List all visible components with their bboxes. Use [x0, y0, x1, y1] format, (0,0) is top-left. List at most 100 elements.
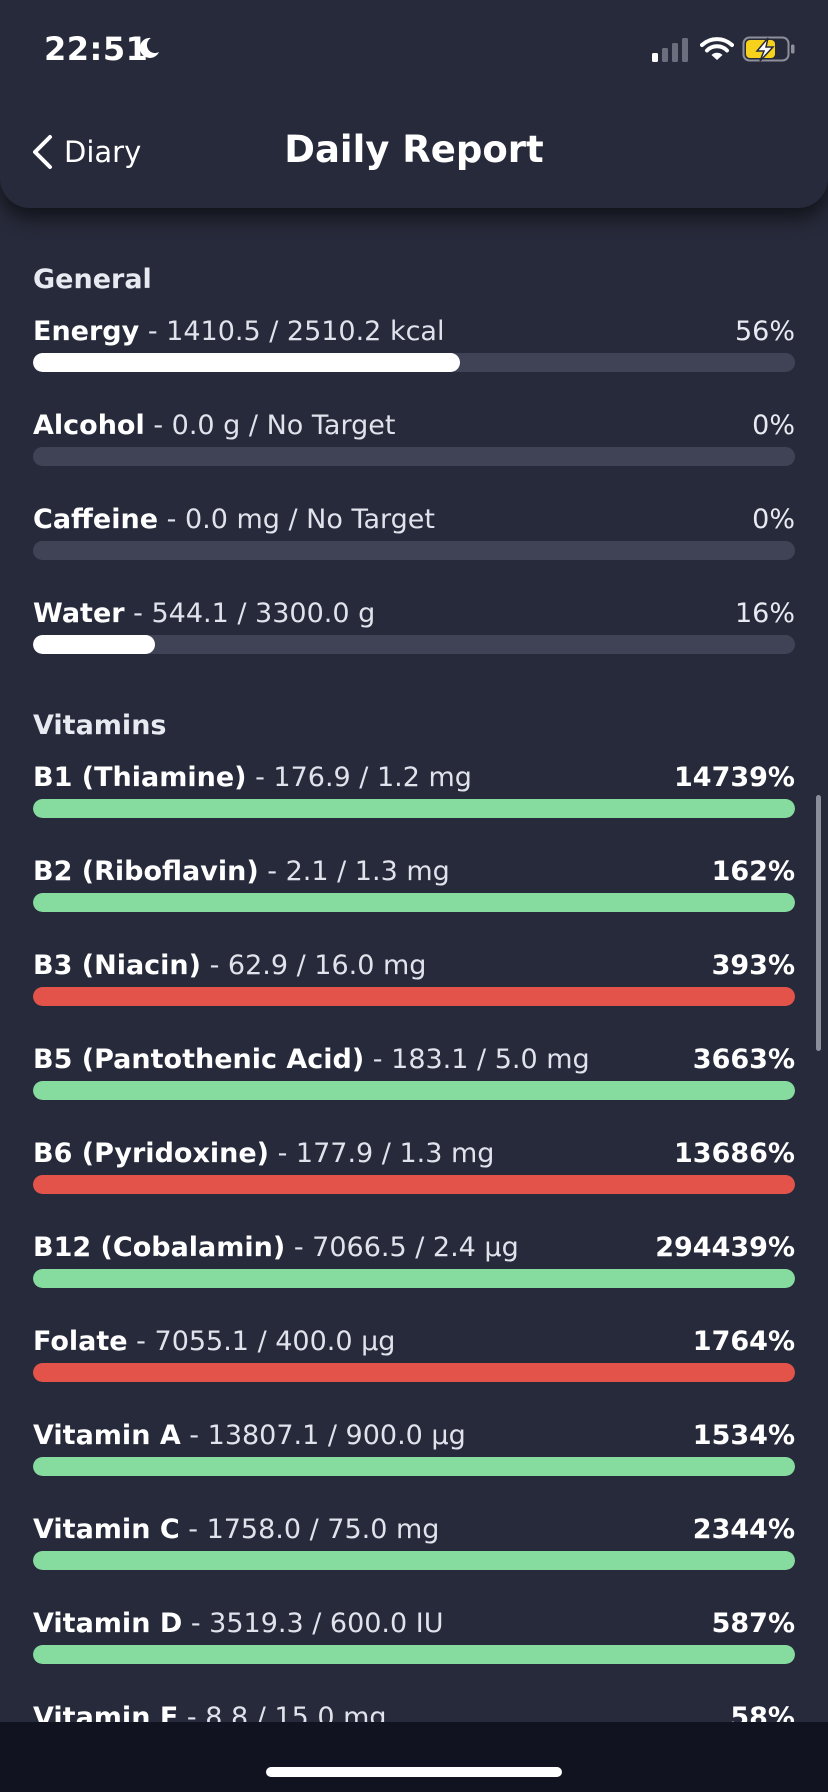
nutrient-percent: 294439%: [655, 1232, 795, 1263]
nutrient-row[interactable]: B6 (Pyridoxine) - 177.9 / 1.3 mg 13686%: [33, 1138, 795, 1208]
nutrient-row[interactable]: Vitamin C - 1758.0 / 75.0 mg 2344%: [33, 1514, 795, 1584]
progress-bar-fill: [33, 1269, 795, 1288]
progress-bar-fill: [33, 1363, 795, 1382]
nutrient-label: Folate - 7055.1 / 400.0 µg: [33, 1326, 395, 1357]
nutrient-label: B2 (Riboflavin) - 2.1 / 1.3 mg: [33, 856, 450, 887]
nutrient-amount: 3519.3 / 600.0 IU: [209, 1608, 444, 1639]
nutrient-row[interactable]: Vitamin A - 13807.1 / 900.0 µg 1534%: [33, 1420, 795, 1490]
battery-charging-icon: [742, 36, 795, 62]
nutrient-name: Vitamin E: [33, 1702, 179, 1722]
label-separator: -: [180, 1420, 208, 1451]
nutrient-label: Energy - 1410.5 / 2510.2 kcal: [33, 316, 444, 347]
nutrient-amount: 176.9 / 1.2 mg: [273, 762, 472, 793]
nutrient-row[interactable]: B5 (Pantothenic Acid) - 183.1 / 5.0 mg 36…: [33, 1044, 795, 1114]
nutrient-name: Caffeine: [33, 504, 159, 535]
nutrient-row[interactable]: Folate - 7055.1 / 400.0 µg 1764%: [33, 1326, 795, 1396]
progress-bar-fill: [33, 353, 460, 372]
nutrient-row[interactable]: Energy - 1410.5 / 2510.2 kcal 56%: [33, 316, 795, 386]
nutrient-row[interactable]: B1 (Thiamine) - 176.9 / 1.2 mg 14739%: [33, 762, 795, 832]
progress-bar-fill: [33, 893, 795, 912]
nutrient-label: Vitamin C - 1758.0 / 75.0 mg: [33, 1514, 439, 1545]
nutrient-percent: 0%: [752, 504, 795, 535]
progress-bar-track: [33, 1363, 795, 1382]
nutrient-percent: 14739%: [674, 762, 795, 793]
section-title: Vitamins: [33, 710, 167, 741]
nutrient-amount: 8.8 / 15.0 mg: [205, 1702, 387, 1722]
nutrient-row[interactable]: B12 (Cobalamin) - 7066.5 / 2.4 µg 294439%: [33, 1232, 795, 1302]
nutrient-row[interactable]: Vitamin D - 3519.3 / 600.0 IU 587%: [33, 1608, 795, 1678]
progress-bar-track: [33, 799, 795, 818]
nutrient-amount: 183.1 / 5.0 mg: [391, 1044, 590, 1075]
nutrient-percent: 58%: [730, 1702, 795, 1722]
nutrient-percent: 16%: [734, 598, 795, 629]
nutrient-percent: 13686%: [674, 1138, 795, 1169]
cellular-signal-icon: [652, 38, 688, 62]
progress-bar-track: [33, 1269, 795, 1288]
back-button[interactable]: Diary: [30, 130, 141, 174]
label-separator: -: [258, 856, 286, 887]
nutrient-percent: 0%: [752, 410, 795, 441]
status-time: 22:51: [44, 30, 149, 68]
scroll-indicator[interactable]: [816, 795, 821, 1051]
home-indicator[interactable]: [266, 1767, 562, 1777]
nutrient-percent: 393%: [711, 950, 795, 981]
label-separator: -: [364, 1044, 392, 1075]
home-indicator-area: [0, 1722, 828, 1792]
progress-bar-fill: [33, 799, 795, 818]
nutrient-name: B12 (Cobalamin): [33, 1232, 286, 1263]
progress-bar-fill: [33, 987, 795, 1006]
progress-bar-fill: [33, 635, 155, 654]
nutrient-amount: 177.9 / 1.3 mg: [295, 1138, 495, 1169]
nutrient-label: B12 (Cobalamin) - 7066.5 / 2.4 µg: [33, 1232, 519, 1263]
label-separator: -: [179, 1514, 207, 1545]
nutrient-row[interactable]: Caffeine - 0.0 mg / No Target 0%: [33, 504, 795, 574]
progress-bar-track: [33, 447, 795, 466]
progress-bar-fill: [33, 1645, 795, 1664]
nutrient-amount: 7066.5 / 2.4 µg: [312, 1232, 519, 1263]
nutrient-row[interactable]: Alcohol - 0.0 g / No Target 0%: [33, 410, 795, 480]
nutrient-label: B5 (Pantothenic Acid) - 183.1 / 5.0 mg: [33, 1044, 590, 1075]
nav-header: 22:51 Diary Daily Report: [0, 0, 828, 208]
nutrient-label: Vitamin A - 13807.1 / 900.0 µg: [33, 1420, 466, 1451]
nutrient-percent: 162%: [711, 856, 795, 887]
nutrient-name: B1 (Thiamine): [33, 762, 247, 793]
section-title: General: [33, 264, 152, 295]
nutrient-label: B3 (Niacin) - 62.9 / 16.0 mg: [33, 950, 426, 981]
nutrient-row[interactable]: B2 (Riboflavin) - 2.1 / 1.3 mg 162%: [33, 856, 795, 926]
nutrient-name: Vitamin A: [33, 1420, 181, 1451]
report-scroll-area[interactable]: General Energy - 1410.5 / 2510.2 kcal 56% A…: [0, 0, 828, 1722]
nutrient-row[interactable]: Vitamin E - 8.8 / 15.0 mg 58%: [33, 1702, 795, 1722]
label-separator: -: [139, 316, 167, 347]
progress-bar-track: [33, 1081, 795, 1100]
nutrient-percent: 3663%: [692, 1044, 795, 1075]
nutrient-amount: 1758.0 / 75.0 mg: [206, 1514, 440, 1545]
progress-bar-track: [33, 1175, 795, 1194]
nutrient-amount: 62.9 / 16.0 mg: [227, 950, 427, 981]
progress-bar-track: [33, 1551, 795, 1570]
nutrient-percent: 1764%: [692, 1326, 795, 1357]
nutrient-name: Vitamin C: [33, 1514, 180, 1545]
nutrient-amount: 2.1 / 1.3 mg: [285, 856, 450, 887]
nutrient-name: Folate: [33, 1326, 128, 1357]
progress-bar-track: [33, 1457, 795, 1476]
nutrient-amount: 0.0 mg / No Target: [184, 504, 435, 535]
label-separator: -: [144, 410, 172, 441]
status-bar: 22:51: [0, 0, 828, 100]
nutrient-percent: 56%: [734, 316, 795, 347]
nutrient-row[interactable]: B3 (Niacin) - 62.9 / 16.0 mg 393%: [33, 950, 795, 1020]
progress-bar-track: [33, 987, 795, 1006]
nutrient-name: Water: [33, 598, 125, 629]
back-label: Diary: [64, 135, 142, 169]
progress-bar-fill: [33, 1175, 795, 1194]
nutrient-name: B3 (Niacin): [33, 950, 201, 981]
progress-bar-fill: [33, 1081, 795, 1100]
nutrient-name: Energy: [33, 316, 140, 347]
chevron-left-icon: [33, 135, 52, 169]
label-separator: -: [201, 950, 228, 981]
nutrient-percent: 1534%: [692, 1420, 795, 1451]
nutrient-name: B5 (Pantothenic Acid): [33, 1044, 365, 1075]
nutrient-label: Alcohol - 0.0 g / No Target: [33, 410, 395, 441]
nutrient-amount: 544.1 / 3300.0 g: [151, 598, 376, 629]
nutrient-row[interactable]: Water - 544.1 / 3300.0 g 16%: [33, 598, 795, 668]
nutrient-label: B1 (Thiamine) - 176.9 / 1.2 mg: [33, 762, 472, 793]
